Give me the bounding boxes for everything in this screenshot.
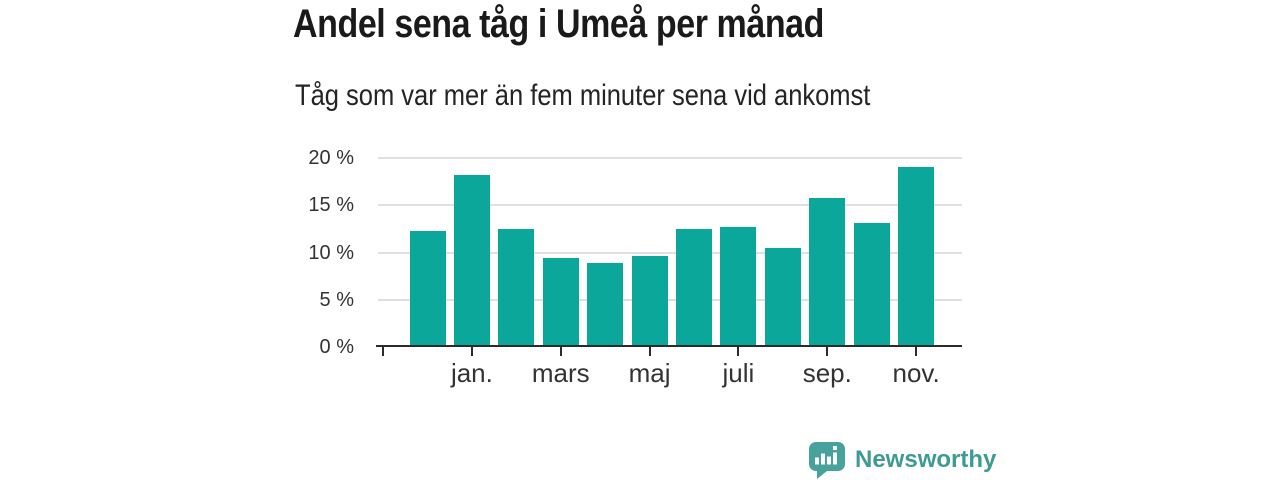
y-axis-label: 15 % xyxy=(308,194,354,217)
bar-mars xyxy=(542,258,579,345)
bar-aug xyxy=(764,247,801,345)
chart-subtitle: Tåg som var mer än fem minuter sena vid … xyxy=(295,79,871,112)
x-axis-label: mars xyxy=(531,358,590,388)
page-title: Andel sena tåg i Umeå per månad xyxy=(293,2,824,46)
y-axis-label: 10 % xyxy=(308,241,354,264)
bar-juli xyxy=(720,227,757,345)
plot-area: jan. mars maj juli sep. nov. xyxy=(376,157,962,388)
x-axis-tick xyxy=(648,347,651,356)
y-axis-label: 20 % xyxy=(308,147,354,169)
gridline-5 xyxy=(378,298,962,301)
bar-juni xyxy=(676,228,713,345)
gridline-10 xyxy=(378,251,962,254)
x-axis-label: nov. xyxy=(892,358,940,388)
newsworthy-logo: Newsworthy xyxy=(808,441,996,479)
x-axis-tick xyxy=(382,347,385,356)
x-axis-label: maj xyxy=(628,358,671,388)
x-axis-label: juli xyxy=(722,358,755,388)
x-axis-label: jan. xyxy=(450,358,493,388)
x-axis-tick xyxy=(826,347,829,356)
x-axis-tick xyxy=(470,347,473,356)
bar-dec xyxy=(409,230,446,345)
x-axis-tick xyxy=(559,347,562,356)
bar-maj xyxy=(631,256,668,345)
bar-okt xyxy=(853,223,890,345)
y-axis-label: 0 % xyxy=(319,336,354,358)
newsworthy-wordmark: Newsworthy xyxy=(855,446,997,473)
speech-bubble-bar-chart-icon xyxy=(809,442,845,479)
bar-nov xyxy=(898,167,935,345)
gridline-15 xyxy=(378,204,962,207)
x-axis-tick xyxy=(737,347,740,356)
x-axis-baseline xyxy=(376,345,962,347)
gridline-20 xyxy=(378,157,962,159)
bar-apr xyxy=(587,262,624,345)
bar-feb xyxy=(498,228,535,345)
x-axis-tick xyxy=(915,347,918,356)
y-axis-label: 5 % xyxy=(319,288,354,311)
y-axis-labels: 0 % 5 % 10 % 15 % 20 % xyxy=(280,147,366,358)
bar-sep xyxy=(809,197,846,345)
x-axis-label: sep. xyxy=(802,358,852,388)
bar-jan xyxy=(453,175,490,345)
